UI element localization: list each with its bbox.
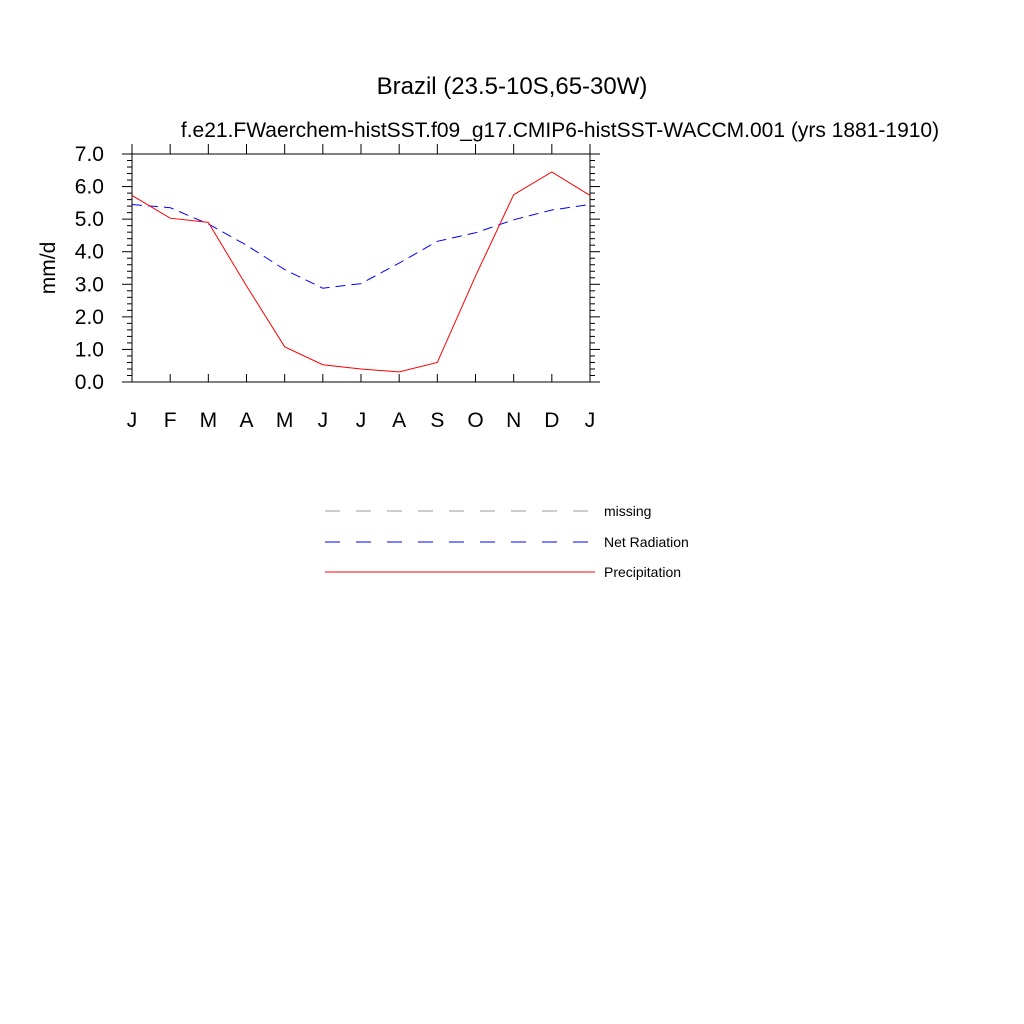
y-axis: 0.0 1.0 2.0 3.0 4.0 5.0 6.0 7.0 [75, 143, 600, 394]
x-tick-label: O [467, 409, 483, 432]
legend: missing Net Radiation Precipitation [325, 503, 689, 580]
series-line-precipitation [131, 171, 591, 373]
x-tick-label: S [430, 409, 444, 432]
x-tick-label: D [544, 409, 559, 432]
legend-label: Net Radiation [604, 534, 689, 550]
chart-title: Brazil (23.5-10S,65-30W) [377, 73, 648, 100]
chart-subtitle: f.e21.FWaerchem-histSST.f09_g17.CMIP6-hi… [181, 119, 939, 142]
legend-label: missing [604, 503, 651, 519]
x-tick-label: M [276, 409, 294, 432]
x-tick-label: M [200, 409, 218, 432]
series-layer [131, 171, 591, 373]
y-tick-label: 1.0 [75, 338, 104, 361]
y-tick-label: 0.0 [75, 371, 104, 394]
x-tick-label: J [127, 409, 138, 432]
y-tick-label: 7.0 [75, 143, 104, 166]
y-tick-label: 5.0 [75, 208, 104, 231]
x-tick-label: A [239, 409, 253, 432]
x-tick-label: F [164, 409, 177, 432]
y-axis-label: mm/d [37, 242, 60, 295]
y-tick-label: 3.0 [75, 273, 104, 296]
y-tick-label: 4.0 [75, 241, 104, 264]
y-tick-label: 6.0 [75, 176, 104, 199]
plot-frame [131, 153, 591, 383]
x-tick-label: J [318, 409, 329, 432]
x-tick-label: A [392, 409, 406, 432]
x-tick-label: J [356, 409, 367, 432]
x-tick-label: J [585, 409, 596, 432]
y-tick-label: 2.0 [75, 306, 104, 329]
legend-label: Precipitation [604, 564, 681, 580]
x-tick-label: N [506, 409, 521, 432]
series-line-net-radiation [131, 204, 591, 289]
